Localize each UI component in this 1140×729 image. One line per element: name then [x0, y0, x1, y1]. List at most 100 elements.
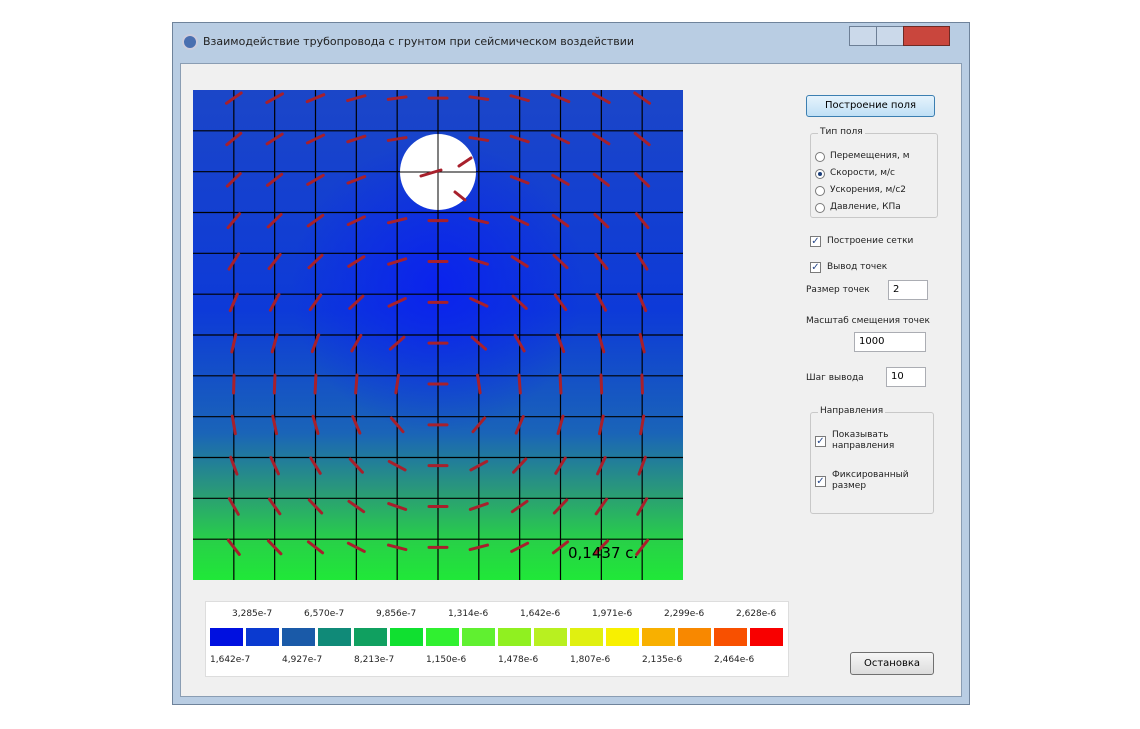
radio-button[interactable]	[815, 169, 825, 179]
legend-label: 2,628e-6	[736, 609, 777, 619]
legend-label: 1,314e-6	[448, 609, 489, 619]
radio-button[interactable]	[815, 203, 825, 213]
field-label: Размер точек	[806, 285, 870, 295]
direction-arrow	[471, 416, 487, 434]
direction-arrow	[230, 414, 237, 436]
legend-swatch	[678, 628, 711, 646]
close-button[interactable]	[903, 26, 950, 46]
directions-group	[810, 412, 934, 514]
radio-button[interactable]	[815, 152, 825, 162]
direction-arrow	[386, 543, 408, 552]
direction-arrow	[551, 213, 570, 228]
direction-arrow	[228, 292, 239, 313]
direction-arrow	[230, 332, 238, 354]
direction-arrow	[640, 373, 644, 395]
direction-arrow	[509, 94, 530, 103]
direction-arrow	[347, 255, 366, 268]
direction-arrow	[551, 173, 570, 186]
direction-arrow	[306, 540, 325, 555]
direction-arrow	[633, 131, 651, 147]
direction-arrow	[348, 294, 365, 310]
field-label: Масштаб смещения точек	[806, 316, 930, 326]
direction-arrow	[514, 415, 525, 435]
direction-arrow	[599, 373, 604, 395]
direction-arrow	[267, 497, 282, 516]
direction-arrow	[635, 252, 649, 271]
stop-button[interactable]: Остановка	[850, 652, 934, 675]
direction-arrow	[469, 297, 489, 308]
app-icon	[182, 34, 198, 50]
legend-label: 9,856e-7	[376, 609, 417, 619]
direction-arrow	[513, 333, 526, 353]
radio-label: Ускорения, м/с2	[830, 185, 906, 195]
checkbox[interactable]: ✓	[810, 236, 821, 247]
direction-arrow	[558, 373, 563, 395]
direction-arrow	[347, 499, 366, 514]
direction-arrow	[593, 212, 610, 229]
direction-arrow	[636, 497, 649, 516]
direction-arrow	[637, 292, 648, 313]
radio-button[interactable]	[815, 186, 825, 196]
direction-arrow	[638, 332, 646, 354]
direction-arrow	[511, 294, 528, 310]
legend-label: 2,135e-6	[642, 655, 683, 665]
legend-label: 3,285e-7	[232, 609, 273, 619]
legend-swatch	[246, 628, 279, 646]
legend-label: 4,927e-7	[282, 655, 323, 665]
direction-arrow	[470, 335, 488, 351]
legend-label: 2,299e-6	[664, 609, 705, 619]
maximize-button[interactable]	[876, 26, 905, 46]
direction-arrow	[597, 414, 605, 436]
direction-arrow	[552, 498, 569, 515]
legend-swatch	[462, 628, 495, 646]
minimize-button[interactable]	[849, 26, 878, 46]
legend-swatch	[714, 628, 747, 646]
legend-label: 1,478e-6	[498, 655, 539, 665]
direction-arrow	[388, 335, 406, 351]
legend-swatch	[354, 628, 387, 646]
checkbox[interactable]: ✓	[810, 262, 821, 273]
direction-arrow	[592, 132, 611, 146]
direction-arrow	[232, 373, 236, 395]
checkbox-label: Вывод точек	[827, 262, 888, 272]
direction-arrow	[269, 456, 280, 476]
field-label: Шаг вывода	[806, 373, 864, 383]
direction-arrow	[305, 133, 326, 145]
direction-arrow	[468, 95, 490, 101]
build-field-button[interactable]: Построение поля	[806, 95, 935, 117]
checkbox-label: Фиксированный размер	[832, 470, 909, 491]
checkbox[interactable]: ✓	[815, 436, 826, 447]
direction-arrow	[354, 373, 359, 395]
point-size-input[interactable]: 2	[888, 280, 928, 300]
group-title: Направления	[818, 406, 886, 416]
field-type-group	[810, 133, 938, 218]
direction-arrow	[226, 538, 241, 556]
direction-arrow	[387, 297, 407, 308]
direction-arrow	[386, 95, 408, 101]
scale-input[interactable]: 1000	[854, 332, 926, 352]
direction-arrow	[592, 172, 610, 187]
direction-arrow	[594, 497, 609, 516]
direction-arrow	[307, 253, 324, 270]
direction-arrow	[267, 252, 282, 271]
legend-swatch	[570, 628, 603, 646]
direction-arrow	[595, 292, 608, 312]
direction-arrow	[311, 414, 320, 435]
direction-arrow	[226, 212, 242, 230]
direction-arrow	[386, 217, 408, 225]
window-title: Взаимодействие трубопровода с грунтом пр…	[203, 35, 635, 48]
time-label: 0,1437 с.	[568, 544, 638, 562]
checkbox[interactable]: ✓	[815, 476, 826, 487]
direction-arrow	[346, 175, 367, 185]
direction-arrow	[227, 252, 241, 271]
direction-arrow	[468, 543, 490, 552]
direction-arrow	[591, 92, 611, 105]
direction-arrow	[351, 415, 362, 435]
direction-arrow	[510, 499, 529, 514]
direction-arrow	[510, 215, 530, 227]
direction-arrow	[309, 456, 322, 475]
step-input[interactable]: 10	[886, 367, 926, 387]
legend-label: 1,971e-6	[592, 609, 633, 619]
direction-arrow	[270, 333, 279, 354]
